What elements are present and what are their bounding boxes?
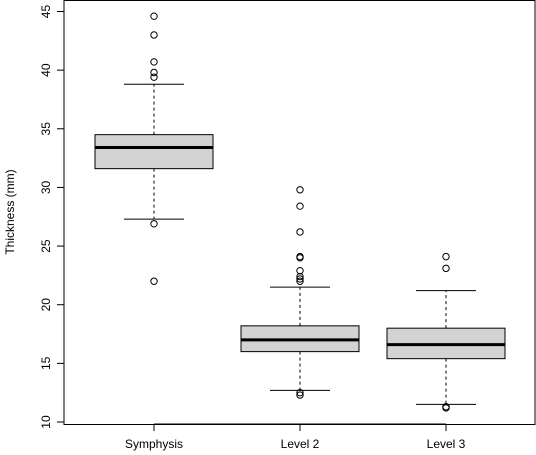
outlier-point xyxy=(150,12,158,20)
outlier-point xyxy=(442,252,450,261)
outlier-point xyxy=(296,228,304,236)
boxes xyxy=(94,12,506,412)
x-tick-label: Level 2 xyxy=(281,437,320,451)
box-level-3 xyxy=(386,252,506,412)
y-tick-label: 30 xyxy=(39,180,53,194)
plot-frame xyxy=(63,0,536,425)
outlier-point xyxy=(150,220,158,228)
x-tick-label: Level 3 xyxy=(427,437,466,451)
outlier-point xyxy=(442,264,450,273)
outlier-point xyxy=(150,73,158,81)
outlier-point xyxy=(296,277,304,285)
outlier-point xyxy=(150,68,158,77)
y-axis-title: Thickness (mm) xyxy=(3,169,17,254)
outlier-point xyxy=(442,404,450,412)
outlier-point xyxy=(296,391,304,399)
y-axis: 10 15 20 25 30 35 40 45 xyxy=(39,5,65,429)
y-tick-label: 45 xyxy=(39,5,53,19)
x-axis: Symphysis Level 2 Level 3 xyxy=(125,423,466,451)
outlier-point xyxy=(296,272,304,281)
outlier-point xyxy=(150,31,158,39)
box-symphysis xyxy=(94,12,214,285)
outlier-point xyxy=(296,267,304,275)
outlier-point xyxy=(296,254,304,262)
y-tick-label: 15 xyxy=(39,356,53,370)
outlier-point xyxy=(150,58,158,66)
y-tick-label: 25 xyxy=(39,239,53,253)
outlier-point xyxy=(296,186,304,194)
outlier-point xyxy=(296,388,304,397)
outlier-point xyxy=(296,275,304,283)
outlier-point xyxy=(296,202,304,210)
y-tick-label: 40 xyxy=(39,63,53,77)
iqr-box xyxy=(94,134,214,170)
y-tick-label: 10 xyxy=(39,415,53,429)
outlier-point xyxy=(150,277,158,285)
y-tick-label: 20 xyxy=(39,298,53,312)
x-tick-label: Symphysis xyxy=(125,437,183,451)
box-level-2 xyxy=(240,186,360,399)
y-tick-label: 35 xyxy=(39,122,53,136)
